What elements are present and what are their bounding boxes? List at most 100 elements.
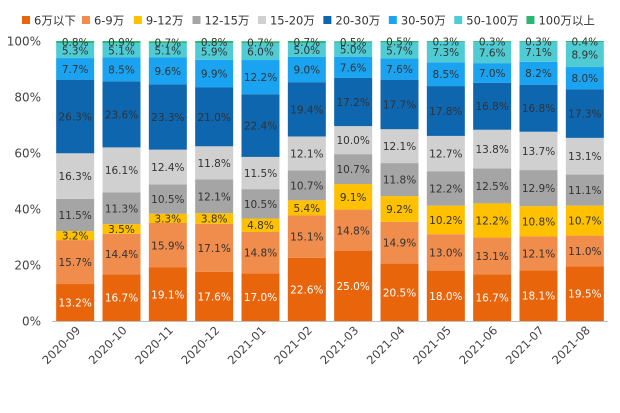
- x-axis: 2020-09 2020-10 2020-11 2020-12 2021-01 2021-…: [39, 321, 608, 367]
- x-tick-label: 2021-07: [503, 323, 547, 367]
- bar-segment: [241, 273, 280, 321]
- legend-swatch: [192, 16, 201, 24]
- data-label: 0.8%: [201, 37, 228, 49]
- x-tick-label: 2021-06: [456, 323, 500, 367]
- bar-segment: [380, 163, 419, 197]
- data-label: 10.2%: [429, 215, 462, 227]
- data-label: 12.1%: [290, 148, 323, 160]
- legend-swatch: [526, 16, 535, 24]
- bar-segment: [565, 235, 604, 267]
- data-label: 12.9%: [522, 183, 555, 195]
- y-axis: 0% 20% 40% 60% 80% 100%: [7, 35, 41, 329]
- data-label: 23.6%: [105, 109, 138, 121]
- bar-segment: [102, 57, 141, 82]
- legend-label: 9-12万: [146, 14, 184, 28]
- data-label: 5.4%: [293, 203, 320, 215]
- data-label: 5.1%: [154, 45, 181, 57]
- bar-segment: [241, 41, 280, 44]
- bar-segment: [380, 42, 419, 59]
- data-label: 17.8%: [429, 106, 462, 118]
- bar-segment: [148, 184, 187, 214]
- bar-segment: [426, 270, 465, 321]
- bar-segment: [380, 58, 419, 80]
- legend-swatch: [133, 16, 142, 24]
- data-label: 10.8%: [522, 216, 555, 228]
- bar-segment: [56, 41, 95, 44]
- bar-segment: [148, 223, 187, 268]
- legend-swatch: [81, 16, 90, 24]
- bar-segment: [565, 137, 604, 175]
- y-tick-label: 20%: [14, 259, 41, 273]
- bar-segment: [565, 266, 604, 321]
- data-label: 3.3%: [154, 213, 181, 225]
- bar-segment: [519, 84, 558, 132]
- bar-segment: [102, 224, 141, 234]
- bar-segment: [426, 41, 465, 63]
- bar-segment: [565, 42, 604, 68]
- legend-swatch: [22, 16, 30, 24]
- x-tick-label: 2021-01: [225, 323, 269, 367]
- bar-segment: [287, 82, 326, 137]
- data-label: 12.2%: [244, 72, 277, 84]
- bar-segment: [195, 213, 234, 224]
- bar-segment: [519, 236, 558, 271]
- data-label: 17.6%: [197, 291, 230, 303]
- data-label: 15.1%: [290, 232, 323, 244]
- data-label: 15.9%: [151, 240, 184, 252]
- bar-segment: [380, 129, 419, 164]
- data-label: 7.6%: [479, 47, 506, 59]
- data-label: 13.1%: [475, 251, 508, 263]
- x-tick-label: 2020-10: [86, 323, 130, 367]
- data-label: 11.8%: [197, 158, 230, 170]
- bar-segment: [148, 84, 187, 150]
- data-label: 17.3%: [568, 109, 601, 121]
- bar-segment: [565, 89, 604, 138]
- bar-segment: [241, 60, 280, 95]
- bar-segment: [473, 63, 512, 83]
- bar-segment: [380, 263, 419, 321]
- data-label: 22.6%: [290, 284, 323, 296]
- data-label: 12.4%: [151, 162, 184, 174]
- x-tick-label: 2021-05: [410, 323, 454, 367]
- bar-segment: [195, 41, 234, 44]
- data-label: 11.5%: [244, 168, 277, 180]
- bar-segment: [195, 87, 234, 147]
- bar-segment: [287, 215, 326, 258]
- data-label: 10.5%: [151, 194, 184, 206]
- bar-segment: [287, 136, 326, 171]
- data-label: 23.3%: [151, 112, 184, 124]
- data-label: 16.7%: [475, 293, 508, 305]
- bar-segment: [473, 203, 512, 238]
- data-label: 11.8%: [383, 175, 416, 187]
- data-label: 12.1%: [522, 248, 555, 260]
- data-label: 20.5%: [383, 287, 416, 299]
- bar-segment: [565, 41, 604, 43]
- bar-segment: [565, 205, 604, 236]
- data-label: 0.8%: [62, 37, 89, 49]
- bar-segment: [102, 41, 141, 44]
- bar-segment: [334, 56, 373, 78]
- bars: 13.2%15.7%3.2%11.5%16.3%26.3%7.7%5.3%0.8…: [56, 36, 604, 321]
- data-label: 19.5%: [568, 289, 601, 301]
- bar-segment: [195, 59, 234, 88]
- data-label: 7.3%: [432, 47, 459, 59]
- bar-segment: [195, 271, 234, 321]
- data-label: 0.7%: [154, 37, 181, 49]
- data-label: 0.7%: [293, 37, 320, 49]
- data-label: 3.2%: [62, 231, 89, 243]
- data-label: 9.1%: [340, 192, 367, 204]
- bar-segment: [241, 231, 280, 274]
- data-label: 0.5%: [386, 37, 413, 49]
- bar-segment: [148, 267, 187, 321]
- data-label: 12.2%: [429, 184, 462, 196]
- bar-segment: [334, 209, 373, 251]
- data-label: 11.5%: [58, 210, 91, 222]
- data-label: 16.8%: [475, 101, 508, 113]
- data-label: 3.8%: [201, 214, 228, 226]
- bar-segment: [426, 171, 465, 206]
- bar-segment: [287, 41, 326, 43]
- data-label: 11.0%: [568, 246, 601, 258]
- bar-segment: [519, 170, 558, 207]
- data-label: 0.3%: [432, 36, 459, 48]
